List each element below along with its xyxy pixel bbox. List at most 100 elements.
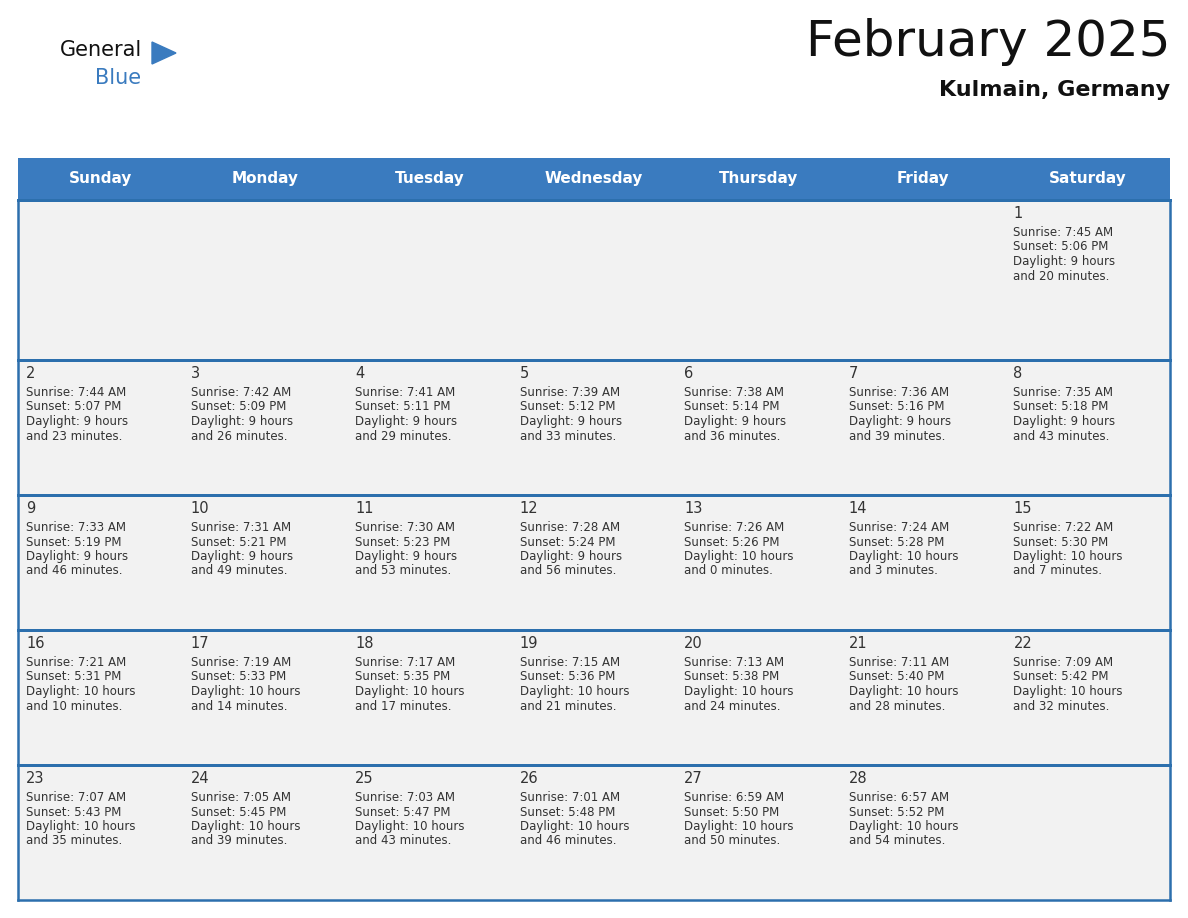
Text: Sunrise: 7:11 AM: Sunrise: 7:11 AM [849, 656, 949, 669]
Text: Daylight: 10 hours: Daylight: 10 hours [190, 685, 301, 698]
Text: Sunrise: 7:17 AM: Sunrise: 7:17 AM [355, 656, 455, 669]
Text: Sunset: 5:09 PM: Sunset: 5:09 PM [190, 400, 286, 413]
Bar [18, 630, 183, 765]
Text: Daylight: 10 hours: Daylight: 10 hours [849, 685, 959, 698]
Text: and 33 minutes.: and 33 minutes. [519, 430, 615, 442]
Text: 14: 14 [849, 501, 867, 516]
Text: 19: 19 [519, 636, 538, 651]
Text: 9: 9 [26, 501, 36, 516]
Text: Daylight: 10 hours: Daylight: 10 hours [684, 550, 794, 563]
Text: 25: 25 [355, 771, 374, 786]
Text: Sunset: 5:47 PM: Sunset: 5:47 PM [355, 805, 450, 819]
Text: and 56 minutes.: and 56 minutes. [519, 565, 617, 577]
Bar [512, 765, 676, 900]
Text: and 28 minutes.: and 28 minutes. [849, 700, 946, 712]
Bar [18, 765, 183, 900]
Text: Sunset: 5:35 PM: Sunset: 5:35 PM [355, 670, 450, 684]
Bar [1005, 765, 1170, 900]
Bar [1005, 495, 1170, 630]
Text: General: General [61, 40, 143, 60]
Text: Sunrise: 6:59 AM: Sunrise: 6:59 AM [684, 791, 784, 804]
Text: Sunrise: 7:24 AM: Sunrise: 7:24 AM [849, 521, 949, 534]
Bar [512, 360, 676, 495]
Bar [347, 495, 512, 630]
Text: Sunset: 5:18 PM: Sunset: 5:18 PM [1013, 400, 1108, 413]
Text: Sunrise: 7:09 AM: Sunrise: 7:09 AM [1013, 656, 1113, 669]
Text: Daylight: 10 hours: Daylight: 10 hours [190, 820, 301, 833]
Text: Sunset: 5:07 PM: Sunset: 5:07 PM [26, 400, 121, 413]
Text: Daylight: 10 hours: Daylight: 10 hours [1013, 685, 1123, 698]
Text: and 54 minutes.: and 54 minutes. [849, 834, 946, 847]
Polygon shape [152, 42, 176, 64]
Bar [512, 630, 676, 765]
Bar [18, 495, 183, 630]
Text: Sunrise: 7:36 AM: Sunrise: 7:36 AM [849, 386, 949, 399]
Bar [676, 630, 841, 765]
Text: and 36 minutes.: and 36 minutes. [684, 430, 781, 442]
Text: and 10 minutes.: and 10 minutes. [26, 700, 122, 712]
Text: 17: 17 [190, 636, 209, 651]
Text: Monday: Monday [232, 172, 298, 186]
Text: Sunset: 5:11 PM: Sunset: 5:11 PM [355, 400, 450, 413]
Text: Daylight: 9 hours: Daylight: 9 hours [26, 550, 128, 563]
Text: Daylight: 10 hours: Daylight: 10 hours [849, 550, 959, 563]
Text: Sunset: 5:30 PM: Sunset: 5:30 PM [1013, 535, 1108, 548]
Text: Sunrise: 7:30 AM: Sunrise: 7:30 AM [355, 521, 455, 534]
Bar [347, 200, 512, 360]
Text: Blue: Blue [95, 68, 141, 88]
Text: 26: 26 [519, 771, 538, 786]
Text: and 3 minutes.: and 3 minutes. [849, 565, 937, 577]
Text: Sunset: 5:45 PM: Sunset: 5:45 PM [190, 805, 286, 819]
Text: 24: 24 [190, 771, 209, 786]
Text: and 32 minutes.: and 32 minutes. [1013, 700, 1110, 712]
Text: and 29 minutes.: and 29 minutes. [355, 430, 451, 442]
Text: Daylight: 9 hours: Daylight: 9 hours [519, 415, 621, 428]
Text: Daylight: 9 hours: Daylight: 9 hours [519, 550, 621, 563]
Text: Sunrise: 7:01 AM: Sunrise: 7:01 AM [519, 791, 620, 804]
Bar [183, 360, 347, 495]
Text: Sunset: 5:38 PM: Sunset: 5:38 PM [684, 670, 779, 684]
Text: February 2025: February 2025 [805, 18, 1170, 66]
Text: Sunrise: 7:26 AM: Sunrise: 7:26 AM [684, 521, 784, 534]
Bar [841, 495, 1005, 630]
Text: Sunset: 5:28 PM: Sunset: 5:28 PM [849, 535, 944, 548]
Text: 20: 20 [684, 636, 703, 651]
Text: Daylight: 10 hours: Daylight: 10 hours [849, 820, 959, 833]
Text: and 39 minutes.: and 39 minutes. [190, 834, 287, 847]
Text: Daylight: 9 hours: Daylight: 9 hours [190, 415, 292, 428]
Bar [841, 360, 1005, 495]
Text: 21: 21 [849, 636, 867, 651]
Bar [841, 765, 1005, 900]
Text: Sunset: 5:24 PM: Sunset: 5:24 PM [519, 535, 615, 548]
Text: Wednesday: Wednesday [545, 172, 643, 186]
Text: Sunset: 5:12 PM: Sunset: 5:12 PM [519, 400, 615, 413]
Bar [512, 200, 676, 360]
Text: Daylight: 10 hours: Daylight: 10 hours [519, 820, 630, 833]
Text: Daylight: 9 hours: Daylight: 9 hours [1013, 415, 1116, 428]
Text: Sunrise: 7:38 AM: Sunrise: 7:38 AM [684, 386, 784, 399]
Text: Daylight: 10 hours: Daylight: 10 hours [355, 820, 465, 833]
Text: Daylight: 9 hours: Daylight: 9 hours [355, 550, 457, 563]
Text: and 26 minutes.: and 26 minutes. [190, 430, 287, 442]
Text: Sunrise: 7:41 AM: Sunrise: 7:41 AM [355, 386, 455, 399]
Text: Sunrise: 7:15 AM: Sunrise: 7:15 AM [519, 656, 620, 669]
Text: Sunrise: 7:05 AM: Sunrise: 7:05 AM [190, 791, 291, 804]
Text: and 35 minutes.: and 35 minutes. [26, 834, 122, 847]
Text: 12: 12 [519, 501, 538, 516]
Text: and 14 minutes.: and 14 minutes. [190, 700, 287, 712]
Bar [1005, 630, 1170, 765]
Text: and 43 minutes.: and 43 minutes. [1013, 430, 1110, 442]
Text: Daylight: 10 hours: Daylight: 10 hours [684, 685, 794, 698]
Text: 18: 18 [355, 636, 374, 651]
Text: 4: 4 [355, 366, 365, 381]
Text: 1: 1 [1013, 206, 1023, 221]
Text: Daylight: 9 hours: Daylight: 9 hours [1013, 255, 1116, 268]
Text: Sunset: 5:19 PM: Sunset: 5:19 PM [26, 535, 121, 548]
Text: Tuesday: Tuesday [394, 172, 465, 186]
Text: and 0 minutes.: and 0 minutes. [684, 565, 773, 577]
Text: 7: 7 [849, 366, 858, 381]
Text: and 49 minutes.: and 49 minutes. [190, 565, 287, 577]
Text: Sunset: 5:26 PM: Sunset: 5:26 PM [684, 535, 779, 548]
Text: Daylight: 10 hours: Daylight: 10 hours [1013, 550, 1123, 563]
Text: Daylight: 9 hours: Daylight: 9 hours [190, 550, 292, 563]
